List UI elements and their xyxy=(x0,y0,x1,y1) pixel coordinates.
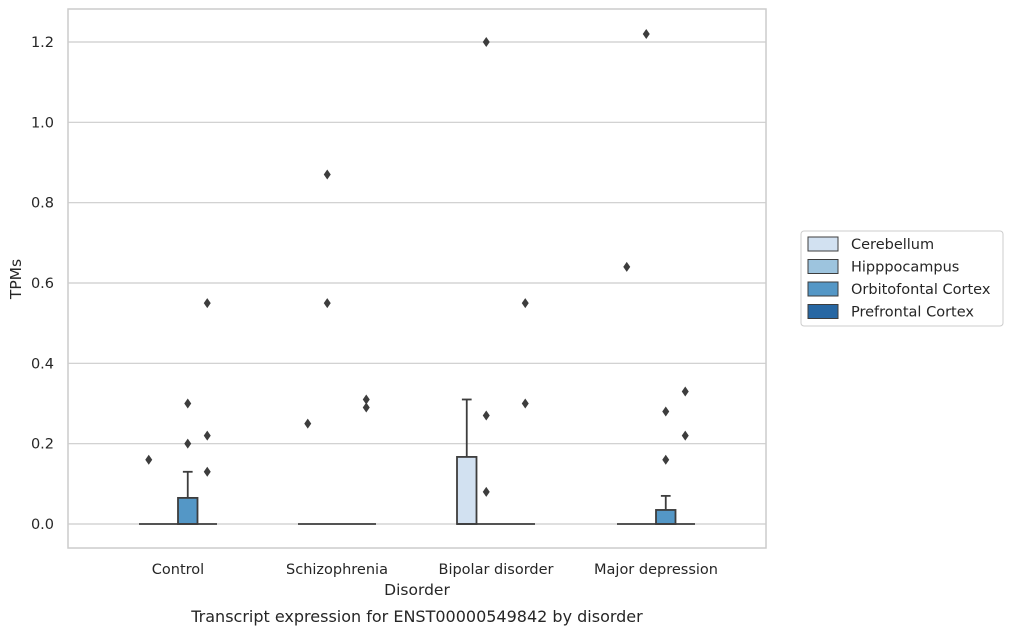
legend-swatch xyxy=(807,236,839,252)
outlier-point xyxy=(362,402,370,413)
x-tick-label: Bipolar disorder xyxy=(439,562,554,578)
outlier-point xyxy=(323,169,331,180)
series-orbitofontal-cortex xyxy=(177,398,677,525)
series-hipppocampus xyxy=(158,28,656,525)
x-tick-label: Control xyxy=(152,562,204,578)
outlier-point xyxy=(203,466,211,477)
x-tick-label: Schizophrenia xyxy=(286,562,388,578)
outlier-point xyxy=(662,406,670,417)
legend-box xyxy=(800,230,1004,327)
outlier-point xyxy=(184,398,192,409)
x-tick-label: Major depression xyxy=(594,562,718,578)
legend-label: Cerebellum xyxy=(851,237,934,253)
outlier-point xyxy=(203,298,211,309)
y-tick-label: 0.4 xyxy=(31,356,54,372)
grid-lines xyxy=(68,41,766,525)
outlier-point xyxy=(521,398,529,409)
outlier-point xyxy=(681,386,689,397)
y-axis-label: TPMs xyxy=(7,259,25,300)
y-tick-label: 1.0 xyxy=(31,115,54,131)
outlier-point xyxy=(623,261,631,272)
legend-label: Prefrontal Cortex xyxy=(851,305,974,321)
outlier-point xyxy=(521,298,529,309)
y-tick-label: 0.8 xyxy=(31,196,54,212)
y-tick-label: 1.2 xyxy=(31,35,54,51)
chart-caption: Transcript expression for ENST0000054984… xyxy=(190,607,643,626)
outlier-point xyxy=(184,438,192,449)
plot-area-frame xyxy=(67,8,767,549)
y-tick-label: 0.0 xyxy=(31,517,54,533)
x-axis-label: Disorder xyxy=(384,581,450,599)
outlier-point xyxy=(203,430,211,441)
y-tick-label: 0.6 xyxy=(31,276,54,292)
box-series xyxy=(139,28,695,525)
outlier-point xyxy=(482,410,490,421)
box xyxy=(655,509,677,525)
x-axis-ticks: Control Schizophrenia Bipolar disorder Majo… xyxy=(152,562,718,578)
outlier-point xyxy=(681,430,689,441)
legend-swatch xyxy=(807,259,839,274)
outlier-point xyxy=(482,37,490,47)
y-tick-label: 0.2 xyxy=(31,437,54,453)
legend-swatch xyxy=(807,304,839,319)
box xyxy=(456,456,478,525)
outlier-point xyxy=(304,418,312,429)
box xyxy=(177,496,199,525)
legend-swatch xyxy=(807,281,839,297)
outlier-point xyxy=(662,454,670,465)
outlier-point xyxy=(642,28,650,39)
outlier-point xyxy=(323,298,331,309)
series-cerebellum xyxy=(139,261,637,525)
legend-label: Orbitofontal Cortex xyxy=(851,282,991,298)
series-prefrontal-cortex xyxy=(197,298,695,525)
legend: Cerebellum Hipppocampus Orbitofontal Corte… xyxy=(800,230,1004,327)
y-axis-ticks: 0.0 0.2 0.4 0.6 0.8 1.0 1.2 xyxy=(31,35,54,533)
outlier-point xyxy=(482,486,490,497)
legend-label: Hipppocampus xyxy=(851,260,959,276)
outlier-point xyxy=(145,454,153,465)
outlier-point xyxy=(362,394,370,405)
